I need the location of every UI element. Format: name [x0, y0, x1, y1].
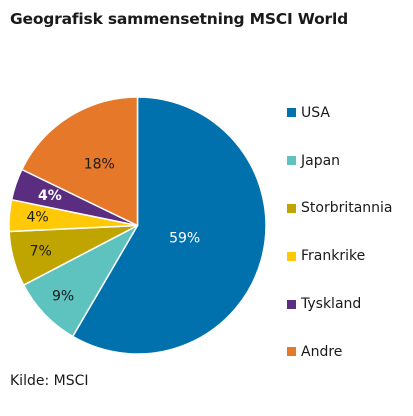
pie-slice-usa — [71, 96, 267, 355]
slice-label-andre: 18% — [84, 157, 115, 173]
legend-swatch — [287, 203, 296, 213]
legend-swatch — [287, 347, 296, 357]
legend-item-japan: Japan — [287, 137, 393, 185]
chart-source: Kilde: MSCI — [10, 373, 89, 389]
slice-label-storbritannia: 7% — [30, 244, 52, 260]
slice-label-japan: 9% — [52, 288, 74, 304]
chart-legend: USA Japan Storbritannia Frankrike Tyskland An… — [287, 89, 393, 376]
legend-label: Japan — [301, 152, 341, 169]
pie-slice-labels: 59% 9% 7% 4% 4% 18% — [26, 157, 200, 305]
slice-label-tyskland: 4% — [38, 188, 62, 204]
legend-swatch — [287, 156, 296, 166]
chart-title: Geografisk sammensetning MSCI World — [10, 10, 348, 28]
legend-label: Tyskland — [301, 296, 362, 313]
legend-swatch — [287, 299, 296, 309]
pie-slice-andre — [21, 96, 139, 227]
legend-label: Frankrike — [301, 248, 366, 265]
legend-swatch — [287, 108, 296, 118]
legend-item-andre: Andre — [287, 328, 393, 376]
slice-label-usa: 59% — [169, 230, 200, 246]
legend-item-storbritannia: Storbritannia — [287, 185, 393, 233]
legend-swatch — [287, 251, 296, 261]
legend-label: USA — [301, 104, 330, 121]
legend-label: Andre — [301, 343, 343, 360]
pie-slices — [8, 96, 267, 355]
legend-item-frankrike: Frankrike — [287, 232, 393, 280]
legend-label: Storbritannia — [301, 200, 393, 217]
slice-label-frankrike: 4% — [26, 210, 48, 226]
legend-item-tyskland: Tyskland — [287, 280, 393, 328]
legend-item-usa: USA — [287, 89, 393, 137]
